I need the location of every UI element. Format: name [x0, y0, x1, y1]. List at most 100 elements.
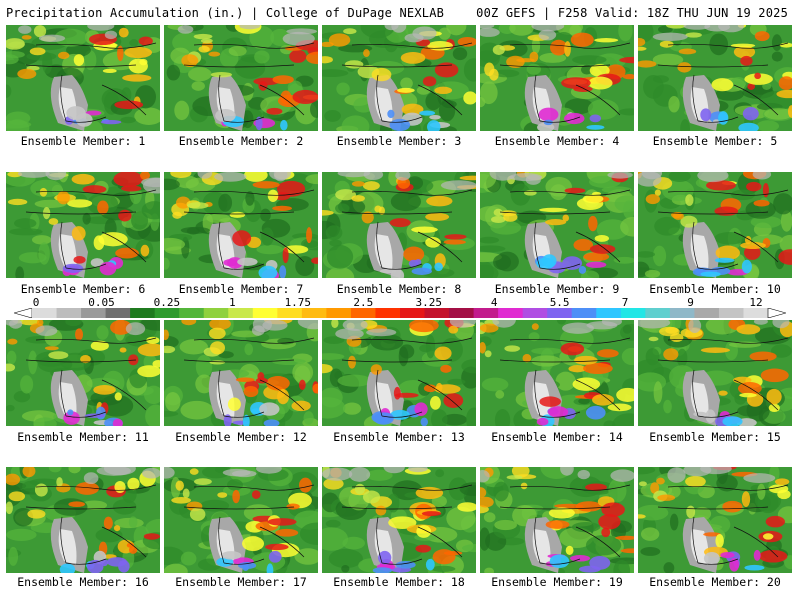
- scale-color-swatch: [645, 308, 671, 318]
- scale-color-swatch: [350, 308, 376, 318]
- scale-tick-label: 3.25: [415, 296, 442, 309]
- scale-color-swatch: [326, 308, 352, 318]
- ensemble-member-label: Ensemble Member: 1: [20, 134, 146, 148]
- ensemble-member-label: Ensemble Member: 4: [494, 134, 620, 148]
- ensemble-member-label: Ensemble Member: 10: [649, 282, 781, 296]
- ensemble-member-map: [322, 172, 476, 278]
- precipitation-map-image: [322, 25, 476, 131]
- ensemble-member-map: [638, 172, 792, 278]
- scale-color-swatch: [596, 308, 622, 318]
- ensemble-member-label: Ensemble Member: 13: [333, 430, 465, 444]
- scale-color-swatch: [32, 308, 58, 318]
- scale-tick-label: 2.5: [353, 296, 374, 309]
- precipitation-map-image: [480, 320, 634, 426]
- ensemble-member-map: [6, 320, 160, 426]
- ensemble-member-map: [6, 467, 160, 573]
- ensemble-member-label: Ensemble Member: 9: [494, 282, 620, 296]
- scale-color-swatch: [449, 308, 475, 318]
- ensemble-member-map: [480, 467, 634, 573]
- scale-color-swatch: [203, 308, 229, 318]
- ensemble-member-label: Ensemble Member: 16: [17, 575, 149, 589]
- ensemble-member-map: [322, 320, 476, 426]
- precipitation-map-image: [322, 320, 476, 426]
- scale-tick-label: 4: [490, 296, 498, 309]
- ensemble-member-map: [164, 320, 318, 426]
- scale-tick-label: 7: [621, 296, 629, 309]
- scale-color-swatch: [277, 308, 303, 318]
- scale-max-arrow: [767, 308, 786, 318]
- precipitation-map-image: [638, 25, 792, 131]
- ensemble-member-label: Ensemble Member: 17: [175, 575, 307, 589]
- ensemble-member-label: Ensemble Member: 14: [491, 430, 623, 444]
- precipitation-map-image: [164, 172, 318, 278]
- scale-color-swatch: [130, 308, 156, 318]
- chart-title: Precipitation Accumulation (in.) | Colle…: [6, 6, 445, 20]
- scale-color-swatch: [154, 308, 180, 318]
- precipitation-map-image: [322, 467, 476, 573]
- precipitation-map-image: [638, 320, 792, 426]
- ensemble-member-map: [480, 25, 634, 131]
- scale-tick-label: 0.05: [88, 296, 115, 309]
- ensemble-member-map: [6, 25, 160, 131]
- scale-tick-label: 12: [749, 296, 763, 309]
- precipitation-map-image: [480, 467, 634, 573]
- ensemble-member-label: Ensemble Member: 6: [20, 282, 146, 296]
- ensemble-member-map: [638, 25, 792, 131]
- ensemble-member-label: Ensemble Member: 11: [17, 430, 149, 444]
- scale-color-swatch: [424, 308, 450, 318]
- scale-color-swatch: [228, 308, 254, 318]
- scale-color-swatch: [301, 308, 327, 318]
- scale-color-swatch: [522, 308, 548, 318]
- ensemble-member-label: Ensemble Member: 15: [649, 430, 781, 444]
- scale-color-swatch: [547, 308, 573, 318]
- scale-min-arrow: [14, 308, 33, 318]
- ensemble-member-map: [638, 320, 792, 426]
- scale-color-swatch: [694, 308, 720, 318]
- scale-color-swatch: [56, 308, 82, 318]
- ensemble-member-map: [164, 172, 318, 278]
- scale-tick-label: 5.5: [549, 296, 570, 309]
- ensemble-member-label: Ensemble Member: 3: [336, 134, 462, 148]
- scale-tick-label: 0.25: [153, 296, 181, 309]
- precipitation-map-image: [638, 172, 792, 278]
- scale-color-swatch: [81, 308, 107, 318]
- ensemble-member-label: Ensemble Member: 2: [178, 134, 304, 148]
- ensemble-member-label: Ensemble Member: 7: [178, 282, 304, 296]
- precipitation-map-image: [480, 172, 634, 278]
- precipitation-map-image: [6, 25, 160, 131]
- scale-color-swatch: [571, 308, 597, 318]
- ensemble-member-map: [164, 467, 318, 573]
- scale-color-swatch: [718, 308, 744, 318]
- scale-tick-label: 1: [229, 296, 236, 309]
- precipitation-map-image: [164, 467, 318, 573]
- precipitation-map-image: [480, 25, 634, 131]
- model-run-info: 00Z GEFS | F258 Valid: 18Z THU JUN 19 20…: [476, 6, 788, 20]
- precipitation-map-image: [6, 467, 160, 573]
- ensemble-member-map: [6, 172, 160, 278]
- scale-color-swatch: [400, 308, 426, 318]
- scale-color-swatch: [743, 308, 769, 318]
- ensemble-member-label: Ensemble Member: 12: [175, 430, 307, 444]
- ensemble-member-map: [480, 172, 634, 278]
- ensemble-member-label: Ensemble Member: 18: [333, 575, 465, 589]
- scale-color-swatch: [179, 308, 205, 318]
- ensemble-member-label: Ensemble Member: 19: [491, 575, 623, 589]
- precipitation-map-image: [638, 467, 792, 573]
- scale-color-swatch: [669, 308, 695, 318]
- ensemble-member-map: [164, 25, 318, 131]
- scale-color-swatch: [620, 308, 646, 318]
- scale-color-swatch: [105, 308, 131, 318]
- ensemble-member-map: [322, 467, 476, 573]
- scale-tick-label: 9: [687, 296, 694, 309]
- ensemble-member-map: [638, 467, 792, 573]
- ensemble-member-label: Ensemble Member: 8: [336, 282, 462, 296]
- scale-color-swatch: [375, 308, 401, 318]
- scale-color-swatch: [252, 308, 278, 318]
- scale-tick-label: 1.75: [284, 296, 312, 309]
- precipitation-color-scale: 0 0.05 0.25 1 1.75 2.5 3.25 4 5.5 7 9 12: [14, 296, 786, 320]
- precipitation-map-image: [322, 172, 476, 278]
- precipitation-map-image: [6, 172, 160, 278]
- precipitation-map-image: [6, 320, 160, 426]
- precipitation-map-image: [164, 25, 318, 131]
- scale-color-swatch: [498, 308, 524, 318]
